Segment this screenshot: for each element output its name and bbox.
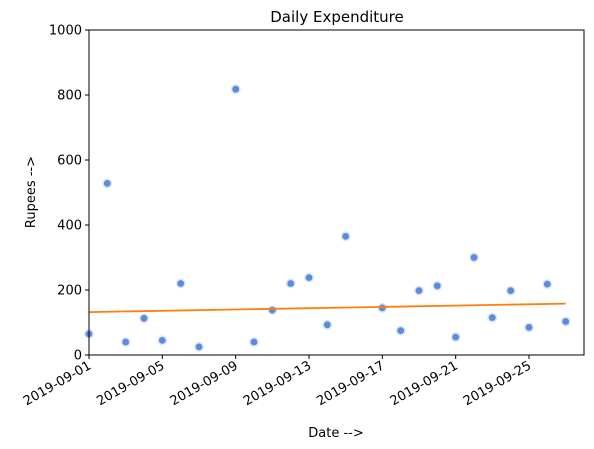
- data-point: [230, 84, 241, 95]
- plot-area: [89, 30, 584, 355]
- plot-frame: [88, 29, 585, 356]
- x-tick-label: 2019-09-17: [314, 358, 387, 409]
- data-point: [157, 335, 168, 346]
- x-tick-label: 2019-09-21: [388, 358, 461, 409]
- y-tick-label: 0: [74, 349, 82, 364]
- data-point: [560, 316, 571, 327]
- x-tick-label: 2019-09-13: [241, 358, 314, 409]
- data-point: [487, 312, 498, 323]
- chart-title: Daily Expenditure: [270, 8, 403, 26]
- data-point: [267, 305, 278, 316]
- x-tick-label: 2019-09-25: [461, 358, 534, 409]
- y-tick-label: 600: [57, 154, 82, 169]
- data-point: [120, 336, 131, 347]
- y-tick-label: 800: [57, 89, 82, 104]
- data-point: [194, 341, 205, 352]
- data-point: [285, 278, 296, 289]
- chart-marks: [84, 84, 571, 352]
- data-point: [340, 231, 351, 242]
- data-point: [395, 325, 406, 336]
- data-point: [175, 278, 186, 289]
- data-point: [303, 272, 314, 283]
- data-point: [322, 319, 333, 330]
- data-point: [249, 336, 260, 347]
- data-point: [377, 302, 388, 313]
- x-tick-label: 2019-09-05: [94, 358, 167, 409]
- data-point: [523, 322, 534, 333]
- x-tick-label: 2019-09-01: [21, 358, 94, 409]
- data-point: [542, 279, 553, 290]
- x-axis-label: Date -->: [308, 426, 363, 441]
- y-tick-label: 200: [57, 284, 82, 299]
- data-point: [450, 332, 461, 343]
- data-point: [468, 252, 479, 263]
- y-tick-label: 1000: [49, 24, 82, 39]
- x-tick-label: 2019-09-09: [168, 358, 241, 409]
- y-tick-label: 400: [57, 219, 82, 234]
- trend-line: [88, 302, 566, 313]
- data-point: [139, 313, 150, 324]
- data-point: [505, 285, 516, 296]
- data-point: [413, 285, 424, 296]
- y-axis-label: Rupees -->: [24, 156, 39, 228]
- data-point: [432, 280, 443, 291]
- data-point: [102, 178, 113, 189]
